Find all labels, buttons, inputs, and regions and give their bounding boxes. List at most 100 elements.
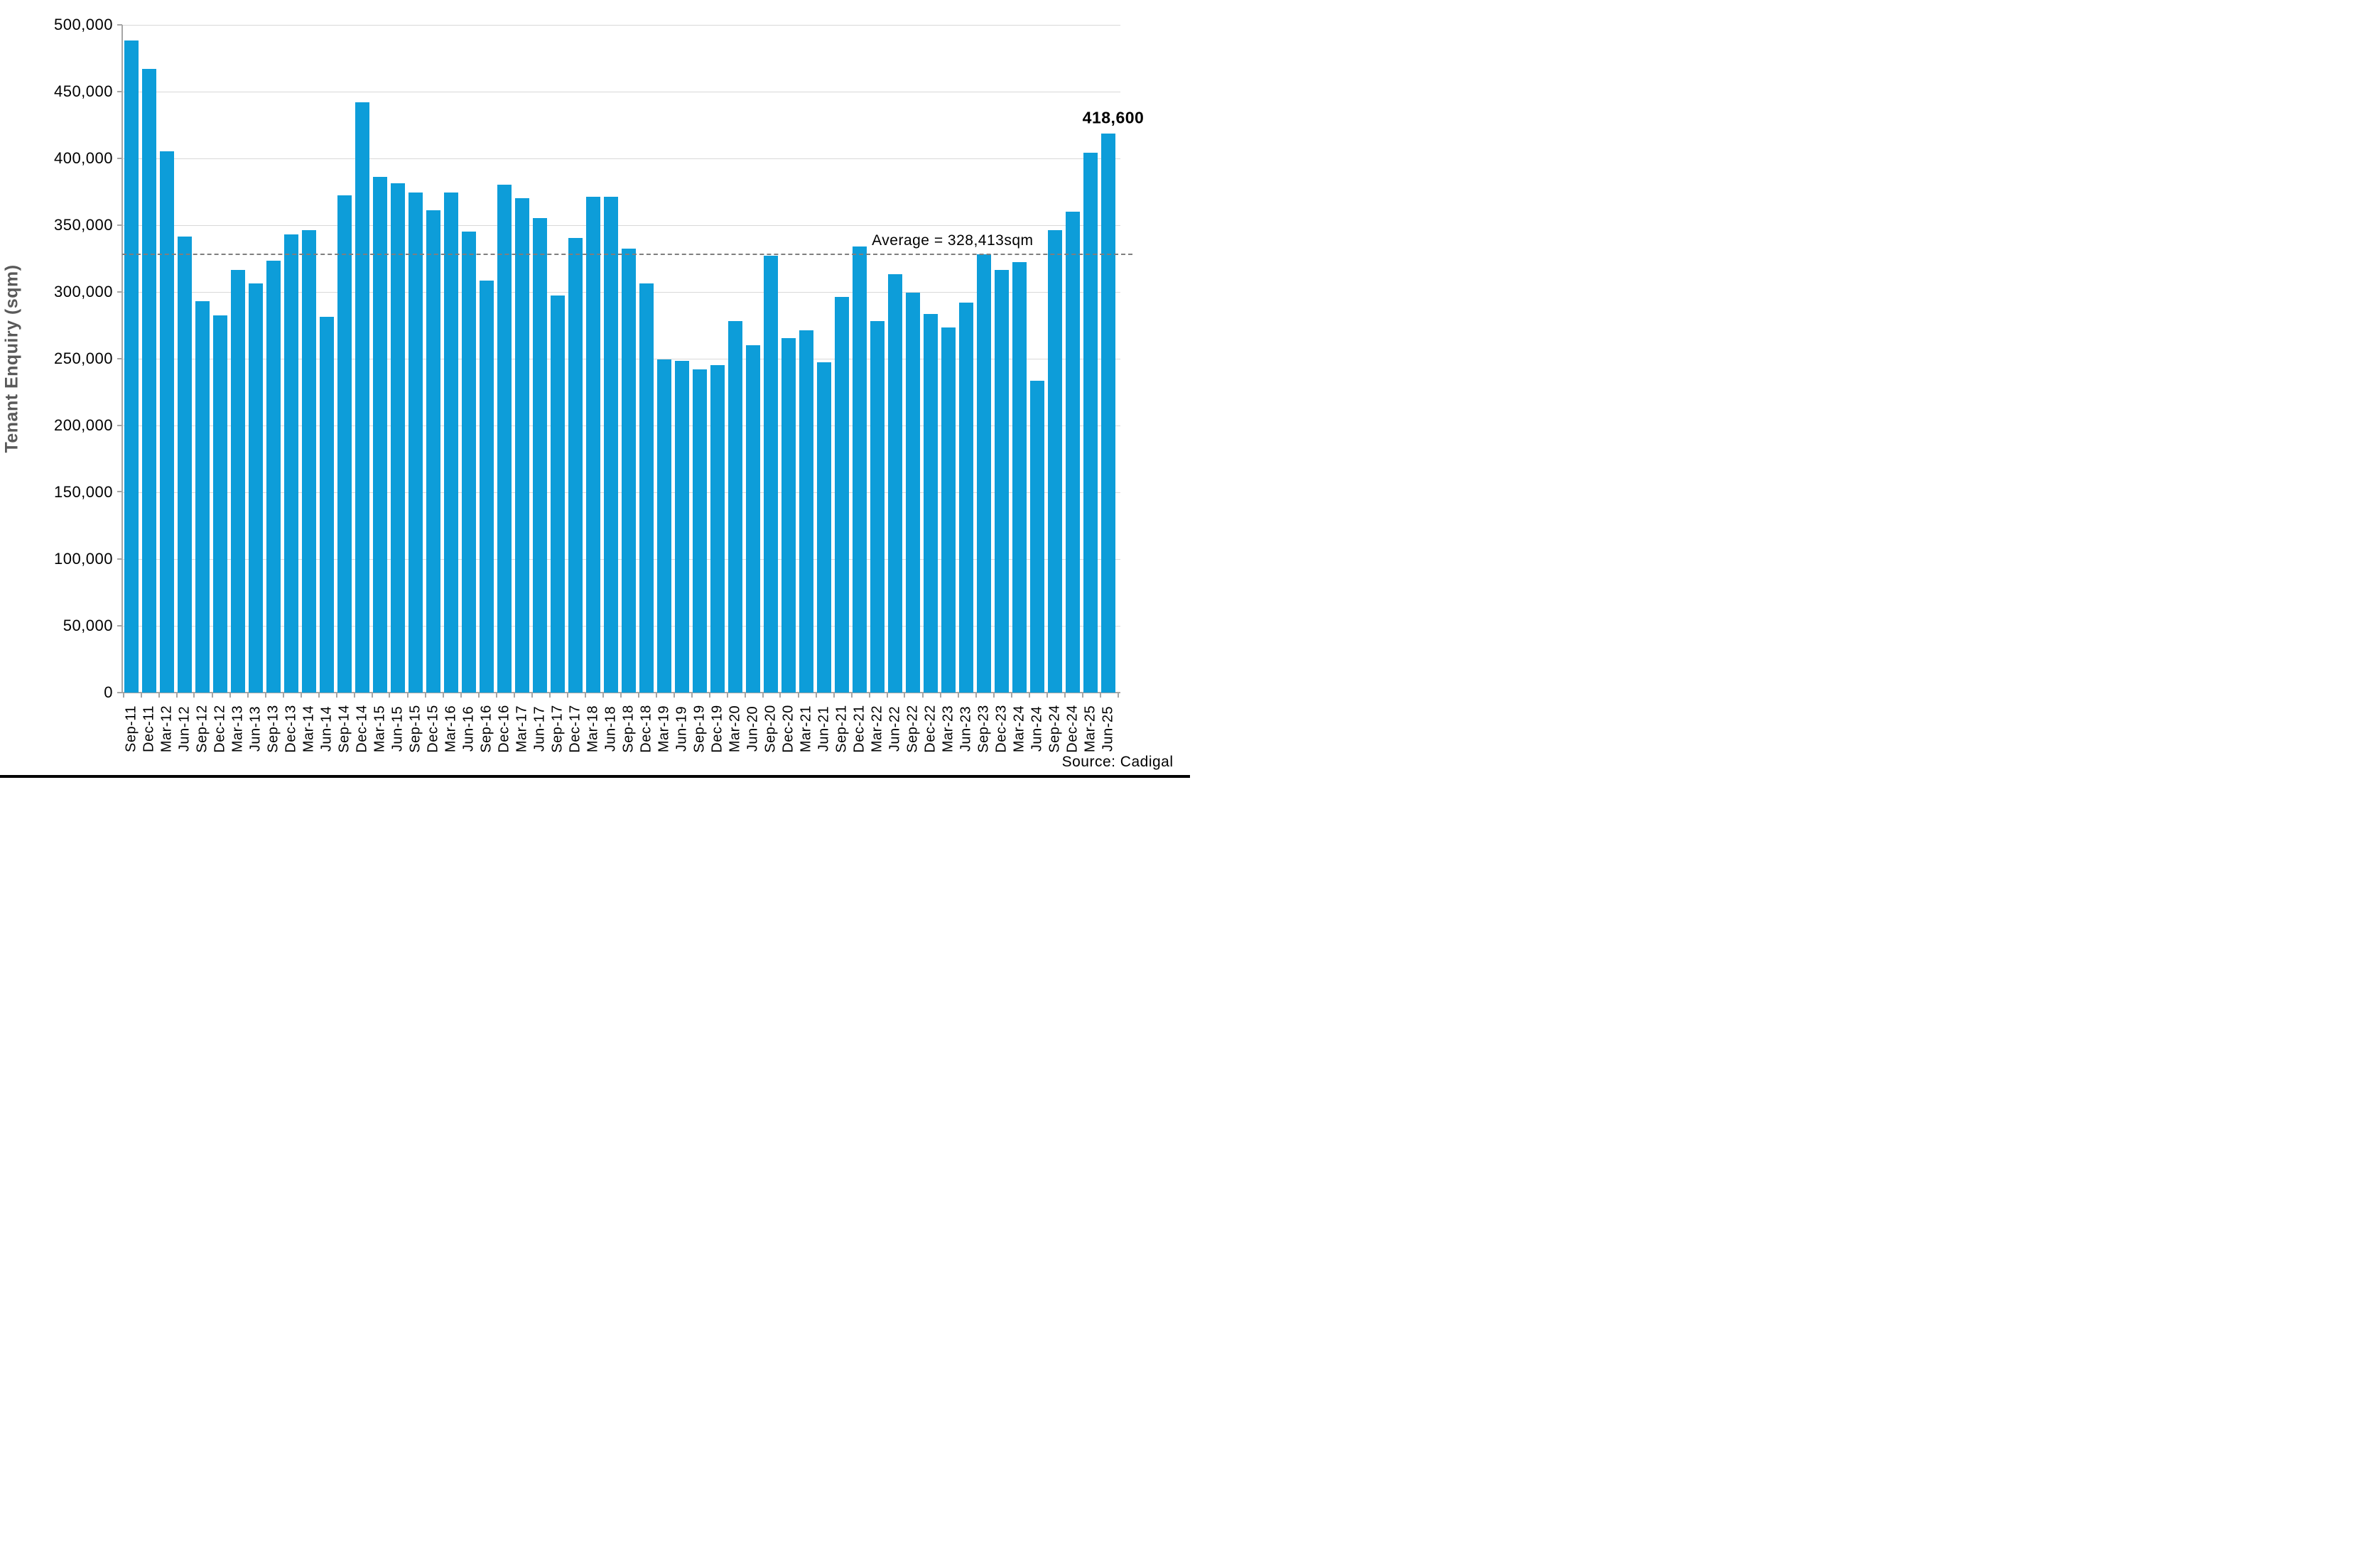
x-axis-tick <box>531 692 533 698</box>
y-axis-tick <box>117 558 122 560</box>
bar-Dec-15 <box>426 210 440 693</box>
x-axis-tick <box>762 692 764 698</box>
bar-Jun-17 <box>533 218 547 693</box>
bar-Dec-13 <box>284 234 298 693</box>
x-axis-tick <box>353 692 355 698</box>
gridline <box>122 291 1120 293</box>
x-axis-tick <box>1081 692 1083 698</box>
x-axis-tick <box>833 692 835 698</box>
x-axis-tick <box>620 692 622 698</box>
x-axis-tick-label: Jun-17 <box>531 705 548 752</box>
x-axis-tick-label: Sep-21 <box>833 704 850 753</box>
x-axis-tick-label: Sep-13 <box>265 704 281 753</box>
bar-Mar-15 <box>373 176 387 693</box>
x-axis-tick-label: Sep-14 <box>336 704 352 753</box>
x-axis-tick <box>247 692 249 698</box>
y-axis-tick <box>117 624 122 627</box>
bar-Sep-18 <box>622 249 636 693</box>
x-axis-tick-label: Dec-12 <box>212 704 228 753</box>
bar-Sep-13 <box>266 261 281 693</box>
y-axis-tick <box>117 691 122 693</box>
x-axis-tick <box>939 692 941 698</box>
x-axis-tick-label: Mar-21 <box>798 705 814 752</box>
y-axis-tick-label: 0 <box>104 683 113 701</box>
bar-Sep-17 <box>551 296 565 693</box>
x-axis-tick <box>726 692 728 698</box>
bar-Jun-20 <box>746 345 760 693</box>
bar-Mar-14 <box>302 230 316 693</box>
bar-Dec-16 <box>497 185 512 693</box>
tenant-enquiry-bar-chart: Tenant Enquiry (sqm) Average = 328,413sq… <box>0 0 1190 778</box>
bar-Sep-21 <box>835 297 849 693</box>
x-axis-tick-label: Sep-11 <box>123 705 139 752</box>
x-axis-tick-label: Sep-19 <box>691 704 708 753</box>
x-axis-tick <box>815 692 817 698</box>
y-axis-tick <box>117 157 122 159</box>
x-axis-tick <box>460 692 462 698</box>
x-axis-tick <box>655 692 657 698</box>
bar-Jun-21 <box>817 362 831 693</box>
y-axis-tick-label: 500,000 <box>53 15 113 33</box>
gridline <box>122 558 1120 560</box>
x-axis-tick-label: Dec-19 <box>709 704 725 753</box>
bar-Mar-18 <box>586 197 600 693</box>
x-axis-tick <box>371 692 373 698</box>
bar-Dec-22 <box>924 314 938 693</box>
y-axis-tick <box>117 291 122 293</box>
x-axis-tick-label: Sep-24 <box>1046 704 1063 753</box>
x-axis-tick-label: Jun-25 <box>1100 705 1116 752</box>
x-axis-tick-label: Jun-24 <box>1029 705 1045 752</box>
x-axis-tick-label: Jun-18 <box>602 705 619 752</box>
y-axis-tick-label: 300,000 <box>53 282 113 300</box>
x-axis-tick <box>335 692 337 698</box>
y-axis-tick <box>117 23 122 26</box>
x-axis-tick-label: Jun-20 <box>745 705 761 752</box>
x-axis-tick <box>584 692 586 698</box>
bar-Mar-22 <box>870 320 885 693</box>
x-axis-tick <box>140 692 142 698</box>
x-axis-tick-label: Dec-24 <box>1064 704 1081 753</box>
bar-Mar-23 <box>941 327 956 693</box>
source-credit: Source: Cadigal <box>1061 753 1174 770</box>
bar-Jun-22 <box>888 274 902 693</box>
x-axis-tick <box>513 692 515 698</box>
bar-Jun-12 <box>178 237 192 693</box>
x-axis-tick <box>406 692 409 698</box>
x-axis-tick-label: Jun-12 <box>176 705 193 752</box>
bar-Jun-25 <box>1101 133 1115 693</box>
x-axis-tick-label: Dec-18 <box>638 704 654 753</box>
bar-Sep-19 <box>693 369 707 693</box>
x-axis-tick <box>637 692 639 698</box>
x-axis-tick-label: Sep-20 <box>762 704 779 753</box>
x-axis-tick <box>850 692 853 698</box>
x-axis-tick-label: Mar-16 <box>443 705 459 752</box>
x-axis-tick-label: Dec-20 <box>780 704 796 753</box>
x-axis-tick-label: Mar-19 <box>656 705 672 752</box>
x-axis-tick-label: Dec-22 <box>922 704 939 753</box>
x-axis-tick-label: Mar-13 <box>229 705 246 752</box>
x-axis-tick-label: Sep-22 <box>904 704 921 753</box>
x-axis-tick <box>975 692 977 698</box>
bar-Mar-25 <box>1083 152 1098 693</box>
y-axis-tick-label: 150,000 <box>53 482 113 501</box>
x-axis-tick <box>211 692 213 698</box>
x-axis-tick-label: Sep-18 <box>620 704 637 753</box>
y-axis-tick-label: 400,000 <box>53 148 113 167</box>
x-axis-tick-label: Dec-21 <box>851 704 867 753</box>
bar-Dec-21 <box>853 246 867 693</box>
x-axis-tick-label: Jun-19 <box>674 705 690 752</box>
bar-Dec-23 <box>995 270 1009 693</box>
bar-Sep-20 <box>764 255 778 693</box>
x-axis-tick <box>957 692 959 698</box>
y-axis-tick <box>117 424 122 426</box>
x-axis-tick <box>300 692 302 698</box>
x-axis-tick-label: Mar-18 <box>585 705 601 752</box>
gridline <box>122 625 1120 627</box>
bar-Jun-24 <box>1029 381 1044 693</box>
bar-Sep-16 <box>480 281 494 693</box>
bar-Jun-18 <box>604 197 618 693</box>
x-axis-tick-label: Dec-15 <box>425 704 441 753</box>
x-axis-tick-label: Jun-14 <box>318 705 335 752</box>
x-axis-tick <box>424 692 426 698</box>
average-line-label: Average = 328,413sqm <box>872 232 1034 249</box>
